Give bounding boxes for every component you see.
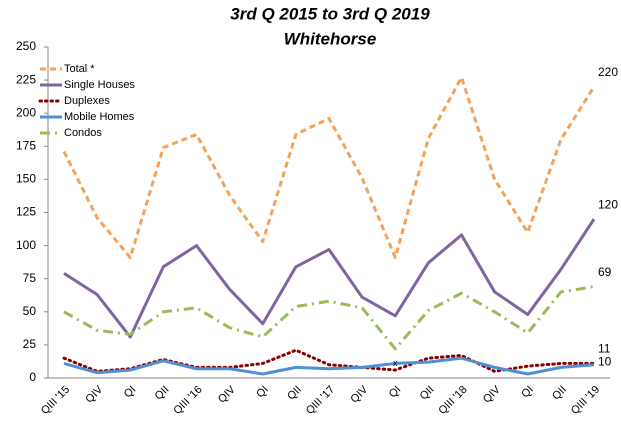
x-tick-label: QIII '18 [436, 384, 469, 417]
x-tick-label: QIV [348, 383, 370, 405]
x-tick-label: QII [285, 384, 304, 403]
legend-label: Condos [64, 127, 102, 139]
chart-subtitle: Whitehorse [284, 29, 377, 48]
x-tick-label: QII [550, 384, 569, 403]
x-tick-label: QIII '16 [171, 384, 204, 417]
y-tick-label: 200 [16, 105, 36, 119]
x-tick-label: QII [418, 384, 437, 403]
data-label: 11 [598, 342, 611, 356]
series-line [62, 75, 596, 260]
y-tick-label: 150 [16, 172, 36, 186]
data-label: 120 [598, 197, 618, 211]
y-tick-label: 175 [16, 138, 36, 152]
y-tick-label: 75 [23, 271, 37, 285]
x-tick-label: QIII '17 [304, 384, 337, 417]
series-line [63, 285, 595, 351]
y-tick-label: 125 [16, 205, 36, 219]
series-line [63, 218, 596, 339]
x-tick-label: QIV [83, 383, 105, 405]
y-tick-label: 100 [16, 238, 36, 252]
y-tick-label: 25 [23, 337, 37, 351]
legend-label: Duplexes [64, 95, 110, 107]
x-tick-label: QI [387, 384, 404, 401]
x-tick-label: QIII '15 [39, 384, 72, 417]
chart-title: 3rd Q 2015 to 3rd Q 2019 [230, 4, 430, 23]
x-tick-label: QI [519, 384, 536, 401]
y-tick-label: 250 [16, 39, 36, 53]
x-tick-label: QIV [481, 383, 503, 405]
x-tick-label: QIII '19 [569, 384, 602, 417]
legend-label: Total * [64, 63, 95, 75]
y-tick-label: 50 [23, 304, 37, 318]
legend-label: Single Houses [64, 79, 135, 91]
y-tick-label: 225 [16, 72, 36, 86]
data-label: 220 [598, 65, 618, 79]
annotation: x [393, 358, 398, 368]
data-label: 69 [598, 265, 612, 279]
x-tick-label: QIV [216, 383, 238, 405]
legend-label: Mobile Homes [64, 111, 135, 123]
y-tick-label: 0 [29, 370, 36, 384]
data-label: 10 [598, 355, 612, 369]
series-line [63, 356, 595, 376]
x-tick-label: QI [254, 384, 271, 401]
x-tick-label: QI [122, 384, 139, 401]
x-tick-label: QII [153, 384, 172, 403]
